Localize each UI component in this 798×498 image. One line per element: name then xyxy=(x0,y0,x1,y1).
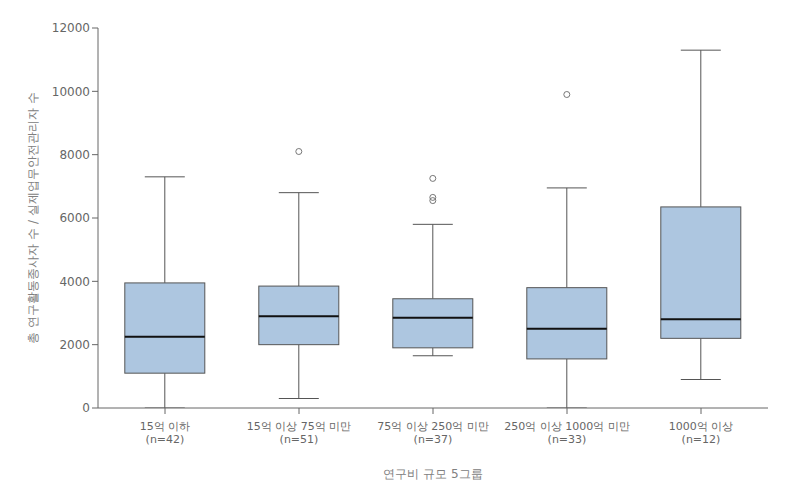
svg-text:1000억 이상(n=12): 1000억 이상(n=12) xyxy=(669,420,734,446)
svg-text:연구비 규모 5그룹: 연구비 규모 5그룹 xyxy=(383,467,482,481)
svg-text:2000: 2000 xyxy=(59,338,90,352)
svg-text:6000: 6000 xyxy=(59,211,90,225)
svg-text:75억 이상 250억 미만(n=37): 75억 이상 250억 미만(n=37) xyxy=(377,420,488,446)
svg-text:0: 0 xyxy=(82,401,90,415)
svg-text:10000: 10000 xyxy=(52,85,90,99)
svg-text:250억 이상 1000억 미만(n=33): 250억 이상 1000억 미만(n=33) xyxy=(504,420,629,446)
svg-text:12000: 12000 xyxy=(52,21,90,35)
svg-text:8000: 8000 xyxy=(59,148,90,162)
svg-text:총 연구활동종사자 수 / 실제업무안전관리자 수: 총 연구활동종사자 수 / 실제업무안전관리자 수 xyxy=(26,92,40,343)
svg-text:15억 이하(n=42): 15억 이하(n=42) xyxy=(140,420,191,446)
svg-text:4000: 4000 xyxy=(59,275,90,289)
svg-text:15억 이상 75억 미만(n=51): 15억 이상 75억 미만(n=51) xyxy=(247,420,351,446)
